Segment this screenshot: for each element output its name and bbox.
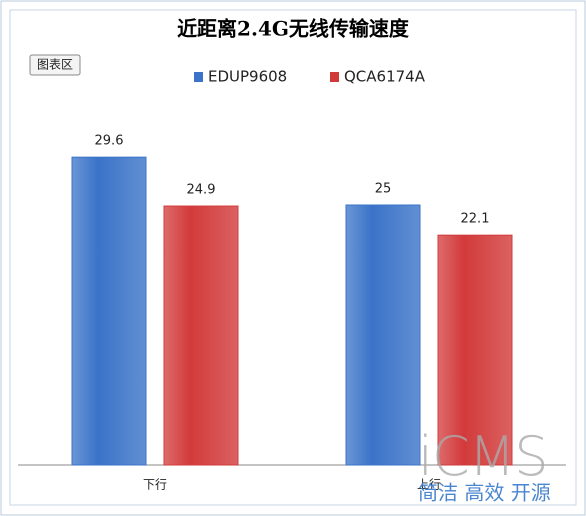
value-label: 29.6 (95, 134, 124, 149)
x-tick-label: 下行 (143, 478, 167, 492)
bar (345, 204, 421, 466)
x-tick-label: 上行 (417, 478, 441, 492)
bar (163, 205, 239, 466)
legend-label: QCA6174A (344, 68, 426, 86)
bar (437, 234, 513, 466)
legend-label: EDUP9608 (208, 68, 287, 86)
value-label: 25 (375, 182, 392, 197)
plot-frame (9, 9, 577, 506)
tooltip-box (29, 54, 81, 76)
value-label: 22.1 (461, 212, 490, 227)
chart-title: 近距离2.4G无线传输速度 (177, 17, 410, 41)
watermark-slogan: 简洁 高效 开源 (418, 481, 551, 505)
watermark-logo: iCMS (418, 425, 548, 488)
tooltip: 图表区 (37, 58, 73, 72)
bar (71, 156, 147, 466)
legend-swatch (330, 72, 339, 82)
value-label: 24.9 (187, 183, 216, 198)
legend-swatch (194, 72, 203, 82)
